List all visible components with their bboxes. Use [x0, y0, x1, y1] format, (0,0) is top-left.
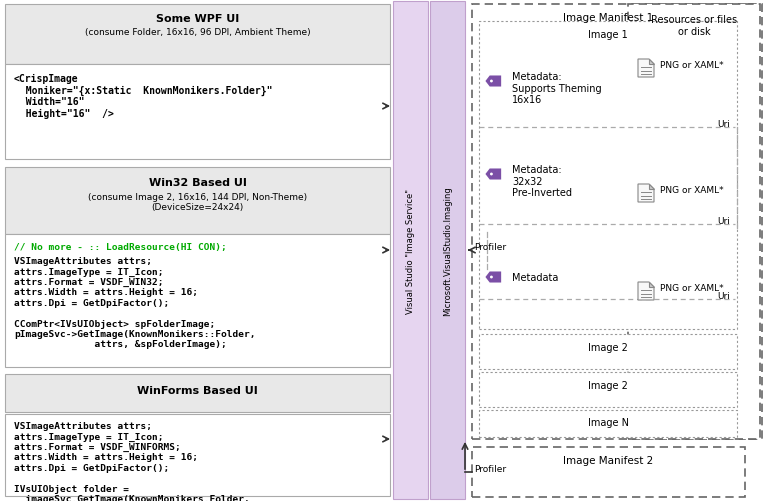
Text: // No more - :: LoadResource(HI CON);: // No more - :: LoadResource(HI CON); — [14, 242, 227, 252]
Text: Image Manifest 1: Image Manifest 1 — [563, 13, 654, 23]
Polygon shape — [649, 60, 654, 65]
Bar — [5, 374, 390, 412]
Text: Image 2: Image 2 — [588, 342, 628, 352]
Polygon shape — [638, 185, 654, 202]
Polygon shape — [638, 283, 654, 301]
Bar — [479, 22, 737, 329]
Bar — [430, 2, 465, 499]
Text: (consume Image 2, 16x16, 144 DPI, Non-Theme)
(DeviceSize=24x24): (consume Image 2, 16x16, 144 DPI, Non-Th… — [88, 192, 307, 212]
Polygon shape — [485, 169, 501, 180]
Text: Profiler: Profiler — [474, 464, 506, 473]
Text: Uri: Uri — [717, 216, 730, 225]
Polygon shape — [649, 185, 654, 189]
Bar — [472, 447, 745, 497]
Text: VSImageAttributes attrs;
attrs.ImageType = IT_Icon;
attrs.Format = VSDF_WINFORMS: VSImageAttributes attrs; attrs.ImageType… — [14, 421, 250, 501]
Text: <CrispImage
  Moniker="{x:Static  KnownMonikers.Folder}"
  Width="16"
  Height=": <CrispImage Moniker="{x:Static KnownMoni… — [14, 74, 273, 119]
Text: WinForms Based UI: WinForms Based UI — [137, 385, 258, 395]
Text: PNG or XAML*: PNG or XAML* — [660, 186, 724, 194]
Bar — [5, 65, 390, 160]
Circle shape — [490, 173, 493, 176]
Text: Resources or files
or disk: Resources or files or disk — [651, 15, 737, 37]
Text: VSImageAttributes attrs;
attrs.ImageType = IT_Icon;
attrs.Format = VSDF_WIN32;
a: VSImageAttributes attrs; attrs.ImageType… — [14, 257, 255, 349]
Text: Image 1: Image 1 — [588, 30, 628, 40]
Bar — [5, 5, 390, 65]
Bar — [479, 372, 737, 407]
Text: Uri: Uri — [717, 120, 730, 129]
Text: Uri: Uri — [717, 292, 730, 301]
Polygon shape — [638, 60, 654, 78]
Text: Microsoft.VisualStudio.Imaging: Microsoft.VisualStudio.Imaging — [443, 186, 452, 315]
Polygon shape — [649, 283, 654, 288]
Bar — [479, 410, 737, 437]
Text: Metadata:
32x32
Pre-Inverted: Metadata: 32x32 Pre-Inverted — [512, 165, 572, 198]
Text: Win32 Based UI: Win32 Based UI — [148, 178, 247, 188]
Bar — [479, 334, 737, 369]
Bar — [749, 5, 762, 439]
Bar — [5, 168, 390, 234]
Text: Profiler: Profiler — [474, 242, 506, 252]
Text: Image N: Image N — [588, 417, 629, 427]
Text: Some WPF UI: Some WPF UI — [156, 14, 239, 24]
Bar — [393, 2, 428, 499]
Text: PNG or XAML*: PNG or XAML* — [660, 284, 724, 293]
Bar — [5, 234, 390, 367]
Text: Image 2: Image 2 — [588, 380, 628, 390]
Text: Visual Studio "Image Service": Visual Studio "Image Service" — [406, 188, 415, 313]
Circle shape — [490, 276, 493, 279]
Polygon shape — [485, 76, 501, 87]
Bar — [628, 5, 760, 439]
Text: Image Manifest 2: Image Manifest 2 — [563, 455, 654, 465]
Text: Metadata:
Supports Theming
16x16: Metadata: Supports Theming 16x16 — [512, 72, 601, 105]
Bar — [5, 414, 390, 496]
Bar — [472, 5, 745, 439]
Text: (consume Folder, 16x16, 96 DPI, Ambient Theme): (consume Folder, 16x16, 96 DPI, Ambient … — [85, 28, 310, 37]
Text: Metadata: Metadata — [512, 273, 558, 283]
Polygon shape — [485, 272, 501, 283]
Text: PNG or XAML*: PNG or XAML* — [660, 61, 724, 70]
Circle shape — [490, 80, 493, 83]
